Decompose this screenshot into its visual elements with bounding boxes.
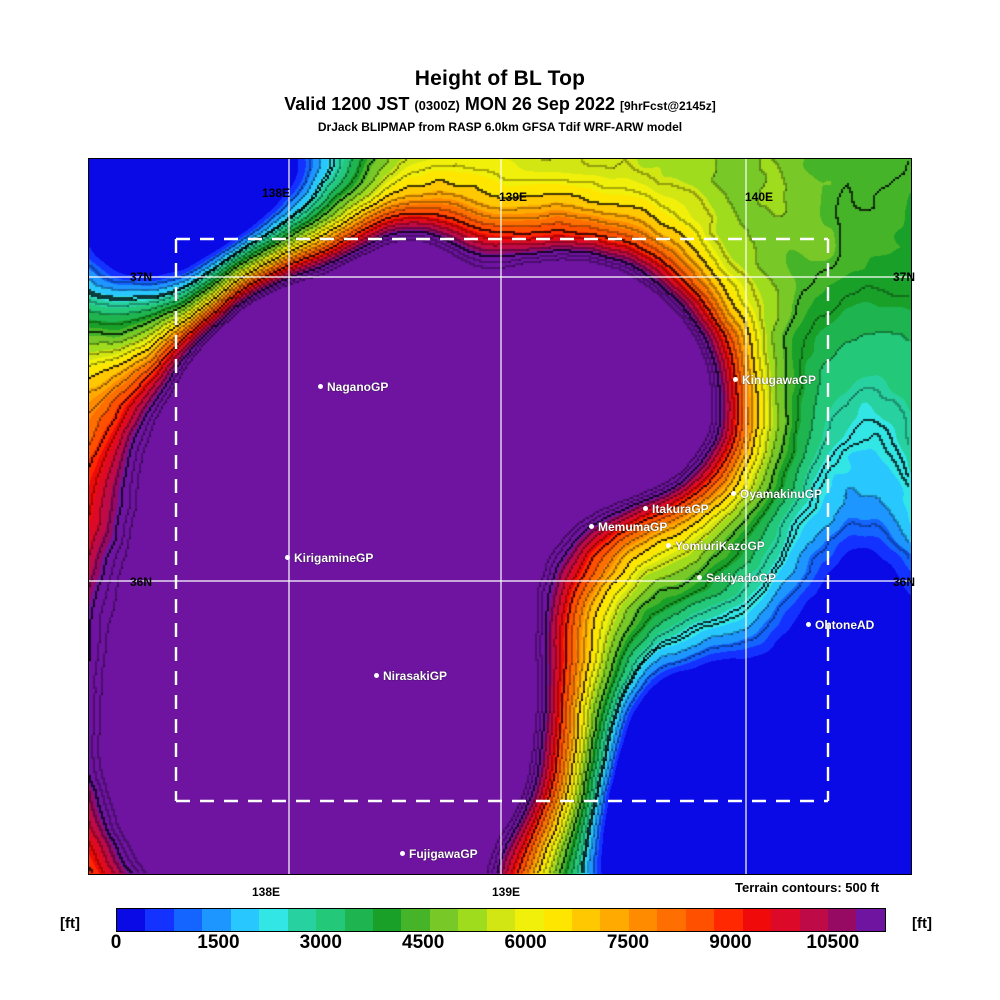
colorbar-band-4	[230, 909, 260, 931]
station-dot-icon	[374, 673, 379, 679]
graticule-label-37N-5: 37N	[130, 270, 153, 284]
colorbar-band-1	[145, 909, 174, 931]
colorbar-band-22	[742, 909, 772, 931]
station-marker-YomiuriKazoGP[interactable]: YomiuriKazoGP	[666, 537, 765, 555]
colorbar-band-12	[458, 909, 487, 931]
colorbar-tick-3000: 3000	[299, 932, 342, 953]
station-label: OhtoneAD	[815, 617, 875, 632]
graticule-label-139E-1: 139E	[499, 190, 528, 204]
colorbar-band-5	[259, 909, 288, 931]
station-marker-FujigawaGP[interactable]: FujigawaGP	[400, 845, 478, 863]
station-label: OyamakinuGP	[740, 486, 823, 501]
station-dot-icon	[731, 491, 736, 497]
station-marker-ItakuraGP[interactable]: ItakuraGP	[643, 500, 709, 518]
graticule-label-37N-6: 37N	[893, 270, 916, 284]
colorbar-band-6	[287, 909, 317, 931]
colorbar-band-10	[401, 909, 430, 931]
station-label: MemumaGP	[598, 519, 668, 534]
station-marker-NirasakiGP[interactable]: NirasakiGP	[374, 667, 447, 685]
colorbar-unit-right: [ft]	[912, 915, 932, 932]
station-label: NaganoGP	[327, 379, 389, 394]
colorbar-band-9	[372, 909, 402, 931]
colorbar-band-0	[117, 909, 146, 931]
station-dot-icon	[666, 543, 671, 549]
title-block: Height of BL Top Valid 1200 JST (0300Z) …	[0, 66, 1000, 136]
graticule-label-139E-4: 139E	[492, 885, 521, 899]
colorbar-band-13	[486, 909, 516, 931]
colorbar-tick-6000: 6000	[504, 932, 547, 953]
station-marker-SekiyadoGP[interactable]: SekiyadoGP	[697, 569, 776, 587]
graticule-label-36N-7: 36N	[130, 575, 153, 589]
station-label: KinugawaGP	[742, 372, 817, 387]
valid-time-prefix: Valid 1200 JST	[284, 94, 410, 114]
colorbar-band-26	[856, 909, 885, 931]
graticule-label-138E-0: 138E	[262, 186, 291, 200]
station-marker-OyamakinuGP[interactable]: OyamakinuGP	[731, 485, 822, 503]
colorbar-tick-1500: 1500	[197, 932, 240, 953]
colorbar-unit-left: [ft]	[60, 915, 80, 932]
colorbar-band-25	[827, 909, 857, 931]
colorbar-band-14	[515, 909, 544, 931]
weather-map[interactable]	[88, 158, 912, 875]
colorbar-band-16	[572, 909, 601, 931]
colorbar-tick-0: 0	[110, 932, 122, 953]
colorbar-band-8	[344, 909, 373, 931]
colorbar-band-7	[316, 909, 345, 931]
station-dot-icon	[400, 851, 405, 857]
graticule-label-36N-8: 36N	[893, 575, 916, 589]
colorbar-tick-9000: 9000	[709, 932, 752, 953]
colorbar-tick-4500: 4500	[402, 932, 445, 953]
station-label: FujigawaGP	[409, 846, 478, 861]
station-marker-NaganoGP[interactable]: NaganoGP	[318, 378, 388, 396]
station-dot-icon	[318, 384, 323, 390]
station-dot-icon	[589, 524, 594, 530]
colorbar-band-11	[429, 909, 459, 931]
station-label: SekiyadoGP	[706, 570, 777, 585]
colorbar-tick-10500: 10500	[806, 932, 860, 953]
colorbar-swatches	[116, 908, 886, 932]
colorbar-band-24	[799, 909, 828, 931]
colorbar-band-21	[714, 909, 743, 931]
station-dot-icon	[285, 555, 290, 561]
validity-subtitle: Valid 1200 JST (0300Z) MON 26 Sep 2022 […	[0, 92, 1000, 118]
station-marker-KirigamineGP[interactable]: KirigamineGP	[285, 549, 373, 567]
station-label: YomiuriKazoGP	[675, 538, 765, 553]
station-dot-icon	[806, 622, 811, 628]
station-label: ItakuraGP	[652, 501, 709, 516]
station-marker-MemumaGP[interactable]: MemumaGP	[589, 518, 667, 536]
colorbar-band-19	[657, 909, 686, 931]
bl-top-heatmap	[89, 159, 911, 874]
colorbar-legend: [ft] [ft] 0 1500 3000 4500 6000 7500 9000 10500	[0, 903, 1000, 963]
model-credit: DrJack BLIPMAP from RASP 6.0km GFSA Tdif…	[317, 120, 683, 134]
colorbar-band-23	[771, 909, 800, 931]
station-label: NirasakiGP	[383, 668, 448, 683]
map-vector-overlay	[89, 159, 911, 874]
colorbar-band-20	[685, 909, 715, 931]
colorbar-band-18	[628, 909, 658, 931]
station-label: KirigamineGP	[294, 550, 374, 565]
colorbar-band-17	[600, 909, 629, 931]
page-title: Height of BL Top	[414, 67, 586, 90]
station-marker-KinugawaGP[interactable]: KinugawaGP	[733, 371, 816, 389]
colorbar-band-3	[202, 909, 231, 931]
colorbar-band-15	[543, 909, 572, 931]
graticule-label-138E-3: 138E	[252, 885, 281, 899]
graticule-label-140E-2: 140E	[745, 190, 774, 204]
station-marker-OhtoneAD[interactable]: OhtoneAD	[806, 616, 874, 634]
terrain-contour-note: Terrain contours: 500 ft	[735, 880, 880, 895]
forecast-tag: [9hrFcst@2145z]	[619, 99, 716, 113]
station-dot-icon	[697, 575, 702, 581]
station-dot-icon	[733, 377, 738, 383]
valid-date: MON 26 Sep 2022	[464, 94, 615, 114]
colorbar-band-2	[173, 909, 203, 931]
valid-time-utc: (0300Z)	[414, 98, 460, 113]
colorbar-tick-7500: 7500	[606, 932, 650, 953]
station-dot-icon	[643, 506, 648, 512]
